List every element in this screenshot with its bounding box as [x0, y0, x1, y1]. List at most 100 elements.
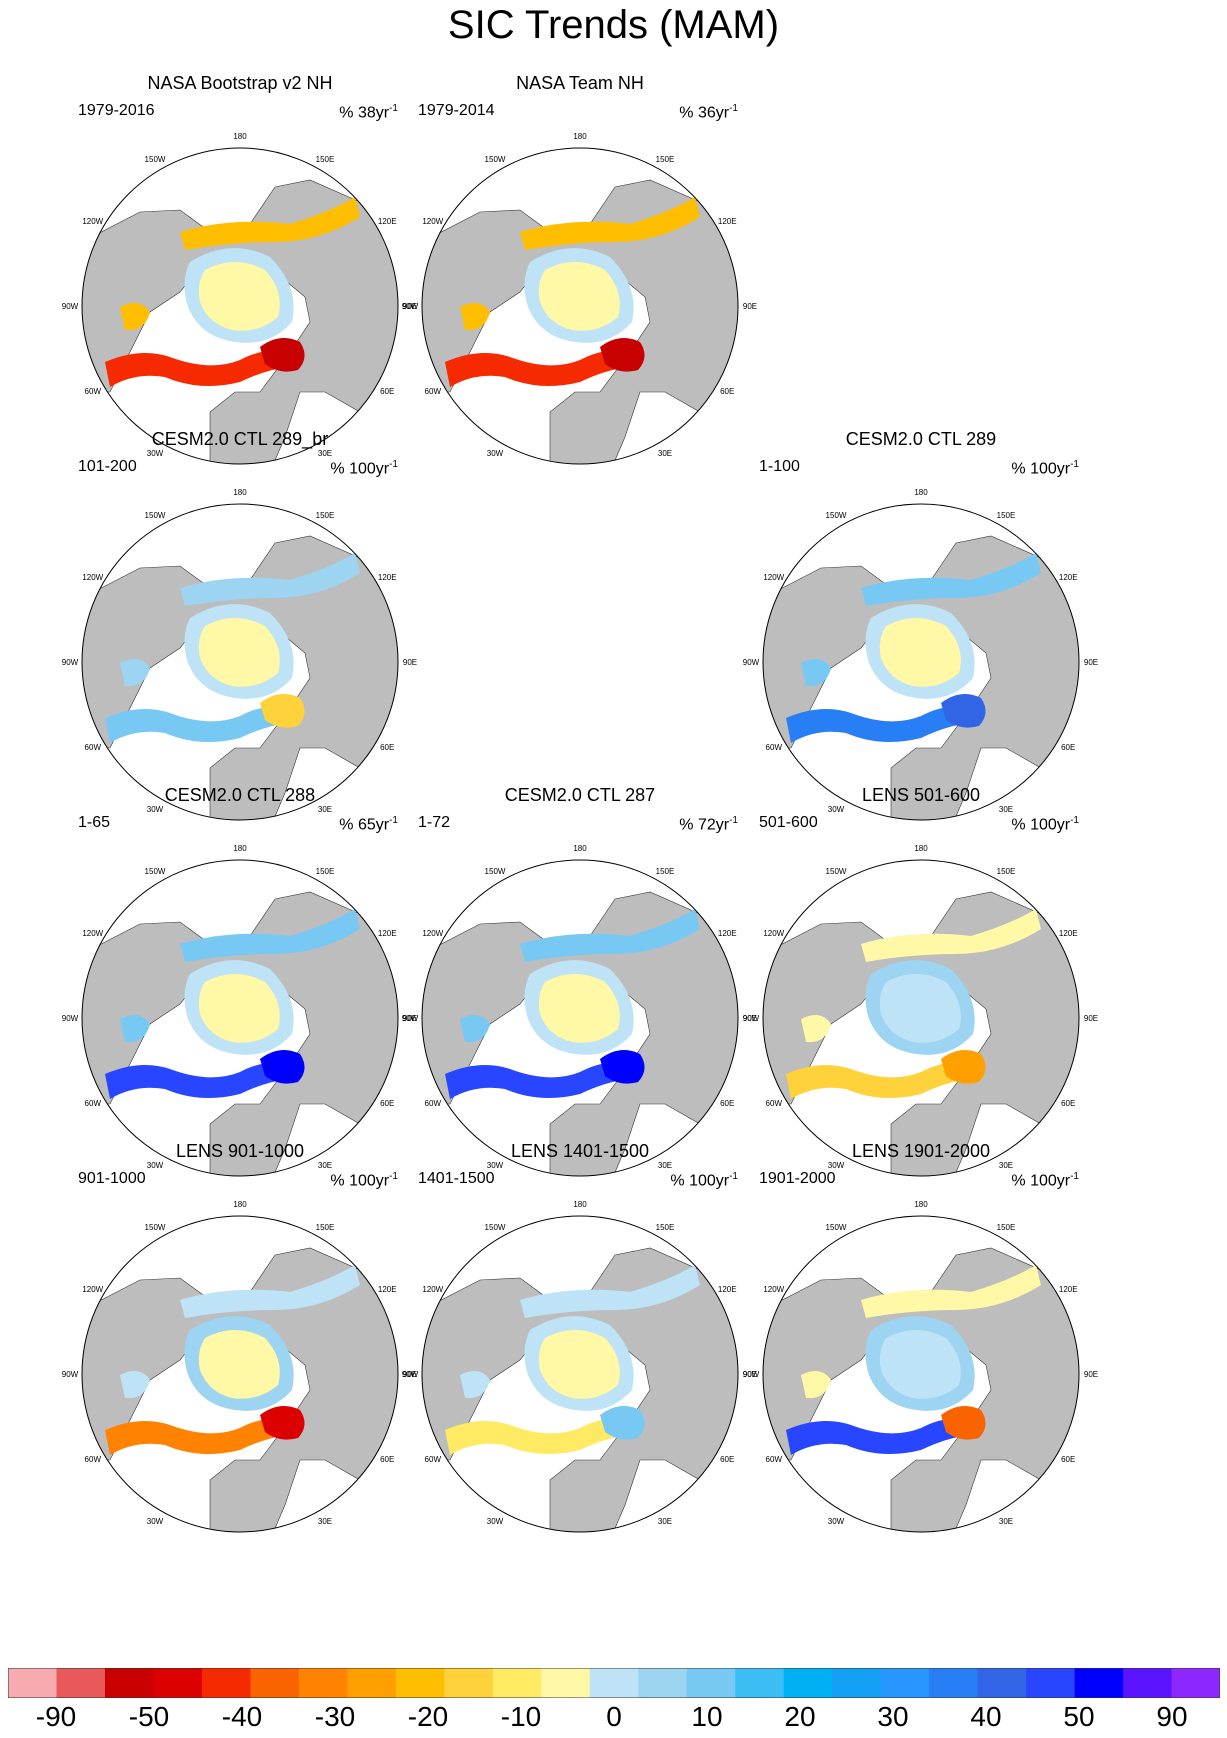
panel-period: 1-65 [78, 814, 111, 831]
longitude-label: 60E [380, 387, 394, 396]
colorbar-segment [201, 1668, 251, 1698]
longitude-label: 120W [422, 929, 443, 938]
longitude-label: 120E [1059, 573, 1078, 582]
panel-rate: % 100yr-1 [1011, 1168, 1079, 1190]
longitude-label: 120W [82, 1285, 103, 1294]
siberian-shelf-region [520, 1265, 700, 1318]
map-panel: CESM2.0 CTL 289_br 101-200% 100yr-1 180 150… [60, 428, 420, 824]
panel-rate: % 100yr-1 [330, 1168, 398, 1190]
longitude-label: 120W [82, 929, 103, 938]
colorbar-segment [1074, 1668, 1124, 1698]
hudson-bay-region [801, 659, 831, 687]
land-mass [422, 1247, 738, 1532]
polar-map: 180150E120E90E60E30E030W60W90W120W150W [743, 844, 1098, 1177]
panel-title: LENS 1901-2000 [851, 1141, 991, 1161]
land-mass [763, 535, 1079, 820]
longitude-label: 30W [828, 805, 845, 814]
colorbar-segment [735, 1668, 785, 1698]
longitude-label: 150W [485, 867, 506, 876]
siberian-shelf-region [180, 553, 360, 606]
polar-map: 180150E120E90E60E30E030W60W90W120W150W [743, 488, 1098, 821]
map-panel: NASA Bootstrap v2 NH 1979-2016% 38yr-1 180… [60, 72, 420, 468]
longitude-label: 30W [828, 1517, 845, 1526]
panel-title: CESM2.0 CTL 289 [845, 429, 997, 449]
longitude-label: 90W [402, 302, 419, 311]
longitude-label: 180 [233, 1200, 247, 1209]
colorbar-segment [1171, 1668, 1220, 1698]
longitude-label: 90E [1084, 1370, 1098, 1379]
longitude-label: 60W [425, 387, 442, 396]
colorbar-segment [977, 1668, 1027, 1698]
longitude-label: 60W [425, 1455, 442, 1464]
colorbar-segment [395, 1668, 445, 1698]
hudson-bay-region [120, 303, 150, 331]
atlantic-sector-region [445, 1062, 628, 1099]
panel-title: CESM2.0 CTL 289_br [151, 429, 329, 449]
longitude-label: 60E [1061, 743, 1075, 752]
map-border [762, 503, 1080, 821]
hudson-bay-region [120, 659, 150, 687]
longitude-label: 60W [85, 1099, 102, 1108]
colorbar-tick-label: -30 [314, 1701, 356, 1732]
colorbar-tick-label: -90 [35, 1701, 77, 1732]
colorbar-segment [56, 1668, 106, 1698]
colorbar-labels: -90 -50 -40 -30 -20 -10 0 10 20 30 40 50 90 [0, 1700, 1227, 1736]
longitude-label: 120W [422, 217, 443, 226]
longitude-label: 30E [318, 1161, 332, 1170]
longitude-label: 150W [145, 155, 166, 164]
colorbar-tick-label: -10 [500, 1701, 542, 1732]
longitude-label: 60E [380, 743, 394, 752]
panel-period: 101-200 [78, 458, 137, 475]
polar-map: 180150E120E90E60E30E030W60W90W120W150W [402, 844, 757, 1177]
map-border [81, 859, 399, 1177]
hudson-bay-region [460, 303, 490, 331]
panel-title: LENS 501-600 [861, 785, 981, 805]
longitude-label: 150W [145, 867, 166, 876]
panel-rate: % 100yr-1 [670, 1168, 738, 1190]
colorbar-segment [783, 1668, 833, 1698]
longitude-label: 150W [826, 511, 847, 520]
longitude-label: 120W [763, 929, 784, 938]
rate-exponent: -1 [1070, 1171, 1079, 1182]
rate-exponent: -1 [389, 103, 398, 114]
rate-exponent: -1 [729, 103, 738, 114]
siberian-shelf-region [861, 909, 1041, 962]
longitude-label: 60W [85, 387, 102, 396]
longitude-label: 150W [826, 867, 847, 876]
map-panel: LENS 1401-1500 1401-1500 % 100yr-1 180 150E 1… [400, 1140, 760, 1536]
polar-map: 180150E120E90E60E30E030W60W90W120W150W [62, 1200, 417, 1533]
hudson-bay-region [801, 1015, 831, 1043]
central-arctic-region [198, 262, 280, 331]
longitude-label: 30W [147, 449, 164, 458]
atlantic-sector-region [105, 1062, 288, 1099]
longitude-label: 120W [82, 573, 103, 582]
rate-exponent: -1 [729, 1171, 738, 1182]
barents-sea-region [260, 1050, 305, 1084]
longitude-label: 30E [658, 1161, 672, 1170]
longitude-label: 30W [487, 449, 504, 458]
panel-rate: % 72yr-1 [679, 812, 738, 834]
central-arctic-region [879, 974, 961, 1043]
polar-map: 180150E120E90E60E30E030W60W90W120W150W [62, 488, 417, 821]
longitude-label: 90E [743, 1014, 757, 1023]
colorbar-tick-label: 50 [1063, 1701, 1095, 1732]
longitude-label: 150E [997, 867, 1016, 876]
longitude-label: 120E [378, 929, 397, 938]
colorbar-tick-label: 30 [877, 1701, 909, 1732]
colorbar-segment [832, 1668, 882, 1698]
siberian-shelf-region [520, 197, 700, 250]
longitude-label: 60W [766, 743, 783, 752]
longitude-label: 120W [422, 1285, 443, 1294]
longitude-label: 180 [914, 844, 928, 853]
longitude-label: 90W [62, 1370, 79, 1379]
map-panel: CESM2.0 CTL 287 1-72% 72yr-1 180 150E 120E 90… [400, 784, 760, 1180]
longitude-label: 120E [378, 1285, 397, 1294]
longitude-label: 90E [743, 1370, 757, 1379]
longitude-label: 60E [720, 387, 734, 396]
longitude-label: 120W [82, 217, 103, 226]
siberian-shelf-region [180, 197, 360, 250]
longitude-label: 180 [233, 132, 247, 141]
land-mass [763, 1247, 1079, 1532]
longitude-label: 60W [85, 1455, 102, 1464]
longitude-label: 90E [743, 302, 757, 311]
